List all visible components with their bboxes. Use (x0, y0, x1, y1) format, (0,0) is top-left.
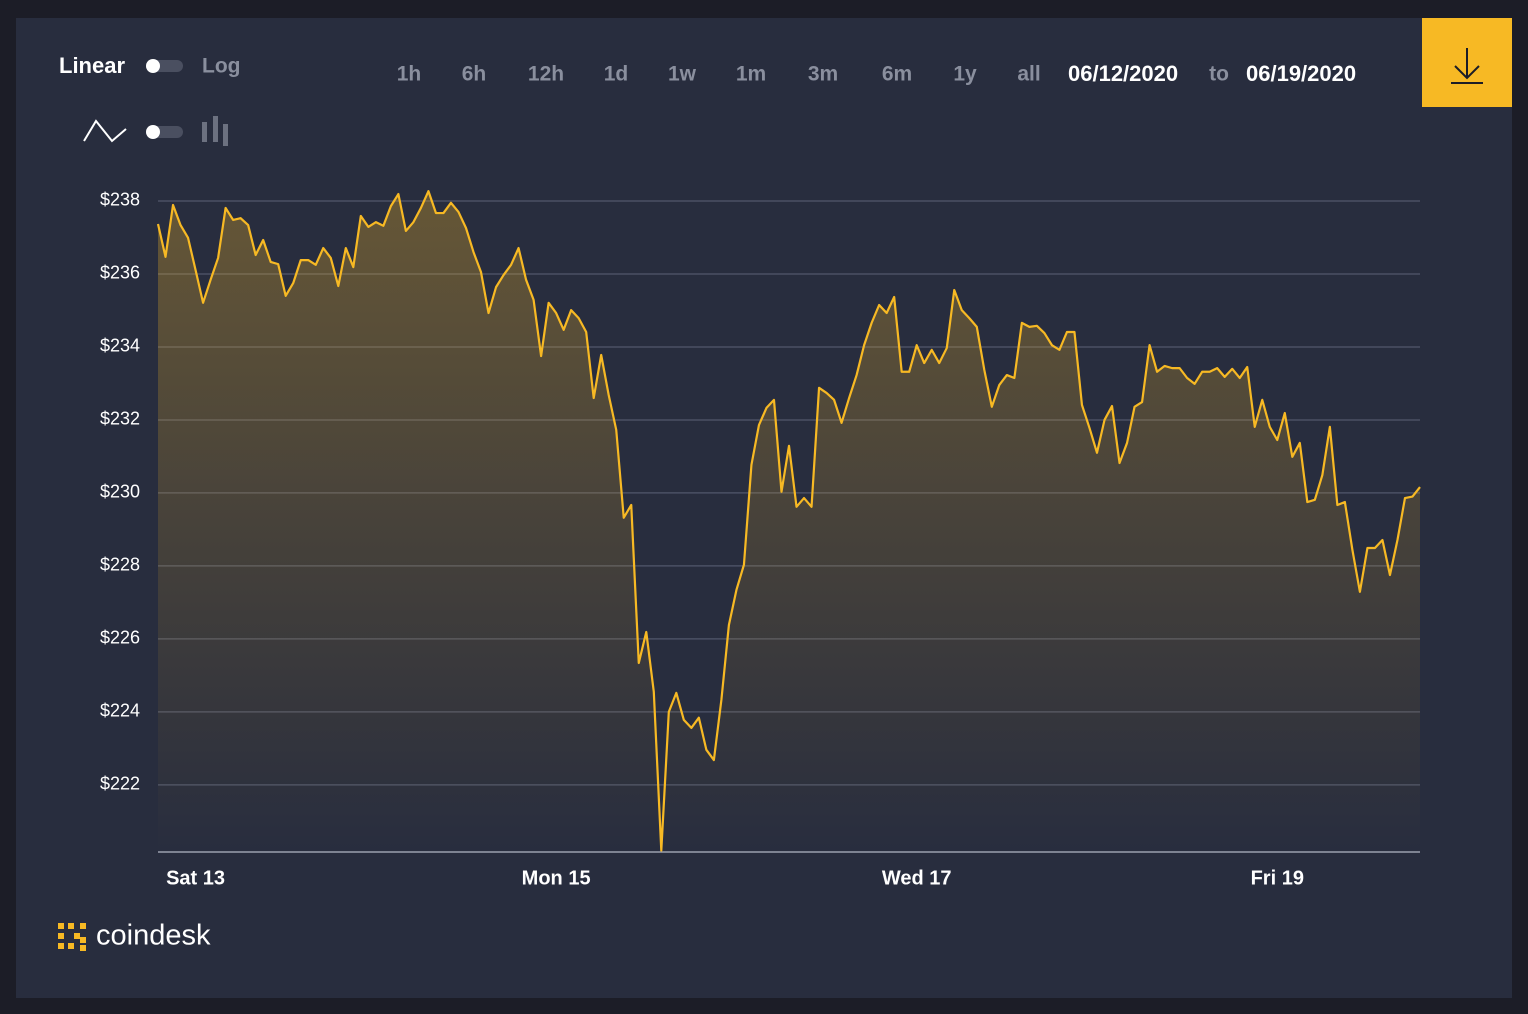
brand-logo (58, 923, 86, 951)
y-tick-label: $226 (100, 628, 140, 648)
area-fill (158, 191, 1420, 852)
line-icon[interactable] (83, 119, 127, 143)
candle-icon[interactable] (202, 116, 228, 146)
y-tick-label: $228 (100, 555, 140, 575)
range-button[interactable]: 1w (668, 63, 697, 86)
range-button[interactable]: 1y (953, 63, 977, 86)
toggle-knob (146, 125, 160, 139)
download-icon (1451, 48, 1483, 84)
plot: $222 $224 $226 $228 $230 $232 $234 $236 $238 Sat … (100, 190, 1421, 889)
y-tick-label: $222 (100, 774, 140, 794)
y-tick-label: $236 (100, 263, 140, 283)
toggle-knob (146, 59, 160, 73)
range-buttons: 1h 6h 12h 1d 1w 1m 3m 6m 1y all (397, 63, 1041, 86)
range-button[interactable]: 3m (808, 63, 838, 86)
date-to[interactable]: 06/19/2020 (1246, 61, 1356, 86)
range-button[interactable]: 1m (736, 63, 766, 86)
y-tick-label: $232 (100, 409, 140, 429)
y-tick-label: $224 (100, 701, 140, 721)
brand-name: coindesk (96, 920, 211, 952)
range-button[interactable]: 1h (397, 63, 422, 86)
y-tick-label: $238 (100, 190, 140, 210)
x-tick-label: Fri 19 (1251, 867, 1304, 889)
x-tick-label: Wed 17 (882, 867, 952, 889)
range-button[interactable]: 6h (462, 63, 487, 86)
date-from[interactable]: 06/12/2020 (1068, 61, 1178, 86)
date-separator: to (1209, 63, 1229, 86)
scale-log[interactable]: Log (202, 55, 240, 78)
scale-linear[interactable]: Linear (59, 53, 125, 78)
range-button[interactable]: all (1017, 63, 1040, 86)
range-button[interactable]: 1d (604, 63, 629, 86)
y-tick-label: $234 (100, 336, 140, 356)
y-tick-label: $230 (100, 482, 140, 502)
price-line (156, 190, 1421, 852)
x-tick-label: Sat 13 (166, 867, 225, 889)
x-tick-label: Mon 15 (522, 867, 591, 889)
range-button[interactable]: 6m (882, 63, 912, 86)
range-button[interactable]: 12h (528, 63, 564, 86)
